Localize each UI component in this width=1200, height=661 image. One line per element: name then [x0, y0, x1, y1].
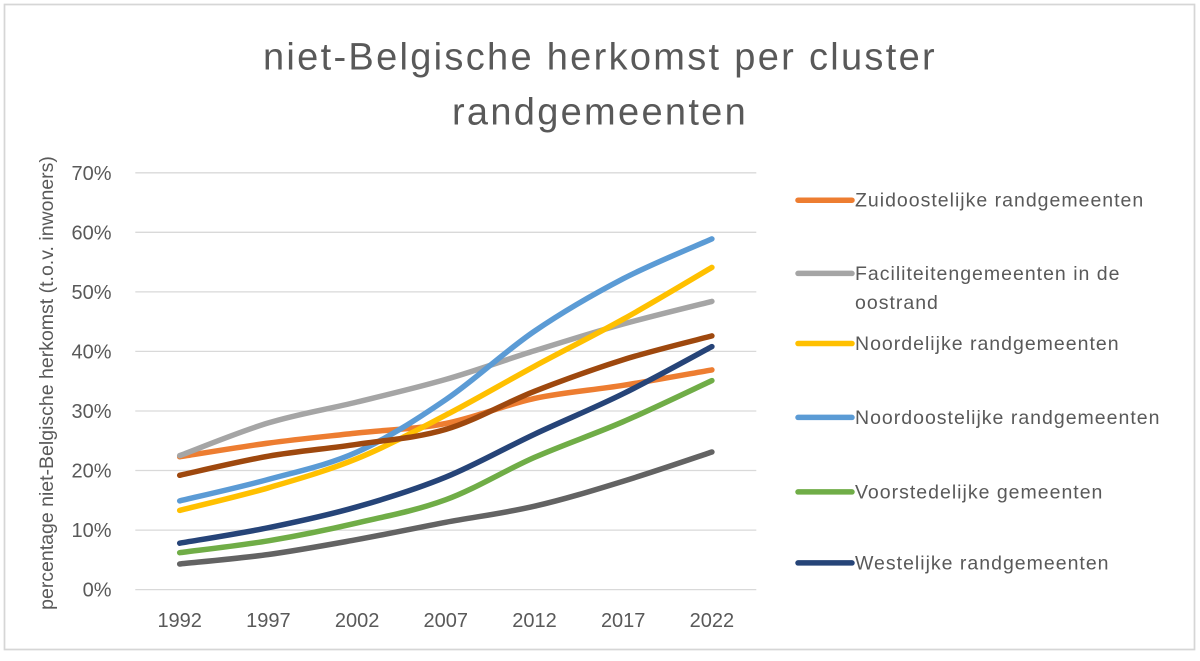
svg-text:Zuidoostelijke randgemeenten: Zuidoostelijke randgemeenten — [855, 190, 1144, 212]
svg-text:40%: 40% — [71, 341, 111, 363]
svg-text:2022: 2022 — [690, 610, 735, 632]
svg-text:Faciliteitengemeenten in de: Faciliteitengemeenten in de — [855, 263, 1121, 285]
svg-text:percentage niet-Belgische herk: percentage niet-Belgische herkomst (t.o.… — [36, 156, 58, 610]
svg-text:Westelijke randgemeenten: Westelijke randgemeenten — [855, 552, 1110, 574]
svg-text:70%: 70% — [71, 163, 111, 185]
svg-text:20%: 20% — [71, 461, 111, 483]
svg-text:2007: 2007 — [424, 610, 469, 632]
svg-text:niet-Belgische herkomst per cl: niet-Belgische herkomst per cluster — [263, 36, 937, 78]
svg-text:1997: 1997 — [246, 610, 291, 632]
svg-text:Noordelijke randgemeenten: Noordelijke randgemeenten — [855, 333, 1120, 355]
svg-text:oostrand: oostrand — [855, 292, 939, 314]
svg-text:0%: 0% — [83, 580, 112, 602]
svg-text:randgemeenten: randgemeenten — [452, 92, 748, 134]
svg-text:60%: 60% — [71, 222, 111, 244]
svg-text:10%: 10% — [71, 520, 111, 542]
svg-text:Voorstedelijke gemeenten: Voorstedelijke gemeenten — [855, 481, 1103, 503]
svg-text:2002: 2002 — [335, 610, 380, 632]
svg-text:50%: 50% — [71, 282, 111, 304]
svg-text:30%: 30% — [71, 401, 111, 423]
svg-text:Noordoostelijke randgemeenten: Noordoostelijke randgemeenten — [855, 407, 1160, 429]
svg-text:1992: 1992 — [157, 610, 202, 632]
svg-text:2017: 2017 — [601, 610, 646, 632]
svg-text:2012: 2012 — [512, 610, 557, 632]
